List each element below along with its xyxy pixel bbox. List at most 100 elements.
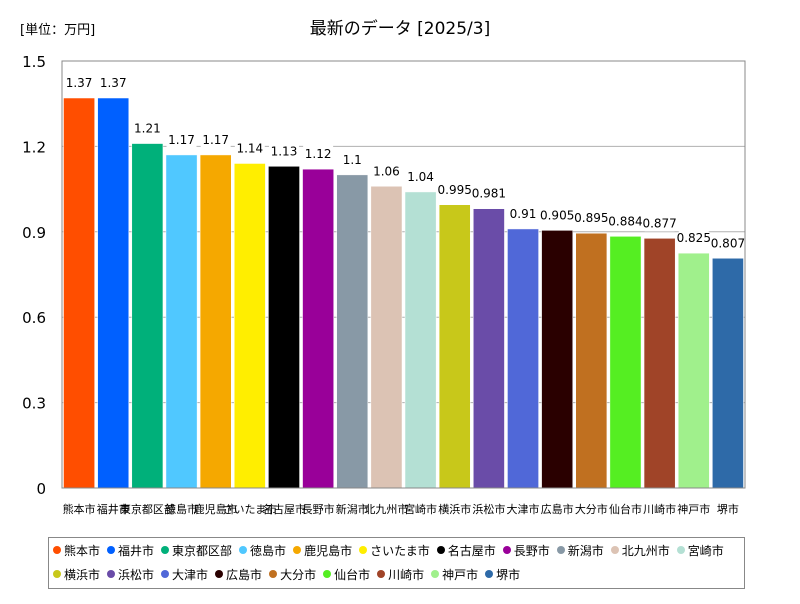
legend-item: 鹿児島市	[293, 542, 352, 559]
unit-label: [単位：万円]	[20, 22, 95, 38]
value-label-box	[268, 141, 299, 160]
legend-label: 徳島市	[250, 543, 287, 558]
legend-marker	[436, 546, 445, 554]
bar	[609, 236, 642, 489]
value-label-box	[473, 183, 504, 202]
legend-item: 大分市	[269, 566, 316, 583]
x-tick-label: 広島市	[541, 502, 574, 516]
x-tick-label: さいたま市	[222, 502, 277, 516]
legend-item: 東京都区部	[161, 542, 232, 559]
value-label: 0.895	[574, 211, 608, 225]
legend-marker	[269, 570, 278, 578]
value-label-box	[303, 144, 334, 163]
value-label-box	[405, 166, 436, 185]
bar	[712, 258, 744, 489]
x-tick-label: 名古屋市	[262, 502, 306, 516]
value-label: 1.37	[66, 76, 93, 90]
value-label-box	[439, 179, 470, 198]
legend-label: 仙台市	[334, 567, 371, 582]
legend-marker	[53, 546, 61, 554]
bars	[63, 97, 744, 489]
bar	[63, 97, 95, 489]
x-tick-label: 東京都区部	[120, 502, 175, 516]
bar	[336, 174, 369, 489]
value-label-box	[542, 205, 573, 224]
legend-marker	[293, 546, 302, 554]
legend-item: 北九州市	[610, 542, 670, 559]
grid	[62, 60, 745, 489]
value-label: 0.877	[642, 216, 676, 230]
x-tick-label: 福井市	[97, 502, 130, 516]
chart-title: 最新のデータ [2025/3]	[310, 18, 490, 39]
value-label: 1.14	[236, 141, 263, 155]
legend-item: 神戸市	[431, 566, 478, 583]
value-label: 1.12	[305, 147, 332, 161]
bar	[438, 204, 471, 489]
value-label: 1.17	[202, 133, 229, 147]
bar	[131, 143, 164, 489]
legend-item: 大津市	[161, 566, 208, 583]
legend-marker	[161, 570, 170, 578]
legend-item: 仙台市	[323, 566, 370, 583]
bar	[541, 230, 573, 489]
legend-label: 堺市	[496, 567, 521, 582]
value-label: 0.905	[540, 208, 574, 222]
x-tick-label: 新潟市	[336, 502, 369, 516]
legend-label: 新潟市	[567, 543, 604, 558]
x-tick-label: 神戸市	[677, 502, 710, 516]
bar	[199, 154, 232, 489]
legend-marker	[485, 570, 494, 578]
legend-marker	[556, 546, 565, 554]
value-label-box	[644, 213, 675, 232]
legend-marker	[431, 570, 440, 578]
value-label: 1.17	[168, 133, 195, 147]
value-label: 1.37	[100, 76, 127, 90]
legend-item: 堺市	[485, 566, 520, 583]
legend-marker	[161, 546, 170, 554]
value-label-box	[64, 73, 95, 92]
y-tick-label: 1.5	[22, 53, 46, 71]
legend-item: 福井市	[107, 542, 154, 559]
legend-item: 横浜市	[53, 566, 100, 583]
legend-item: 川崎市	[377, 566, 424, 583]
legend-label: 北九州市	[621, 543, 670, 558]
x-tick-label: 堺市	[717, 502, 739, 516]
value-label-box	[234, 138, 265, 157]
x-tick-label: 宮崎市	[404, 502, 437, 516]
value-label-box	[166, 129, 197, 148]
legend-label: 長野市	[513, 543, 550, 558]
x-tick-label: 大津市	[507, 502, 540, 516]
value-label: 0.807	[711, 236, 745, 250]
legend-marker	[377, 570, 386, 578]
legend-label: 広島市	[226, 567, 263, 582]
y-axis: 0 0.3 0.6 0.9 1.2 1.5	[22, 53, 46, 498]
legend-item: さいたま市	[359, 542, 430, 559]
legend-label: 大分市	[280, 567, 317, 582]
bar	[575, 232, 608, 489]
value-label-box	[337, 149, 368, 168]
legend-item: 長野市	[502, 542, 550, 559]
value-label: 1.1	[343, 153, 362, 167]
value-label: 0.91	[510, 207, 537, 221]
value-label: 1.06	[373, 164, 400, 178]
value-label-box	[712, 233, 743, 252]
legend-label: 横浜市	[64, 567, 101, 582]
value-label-box	[371, 161, 402, 180]
value-label: 1.13	[271, 144, 298, 158]
x-tick-label: 徳島市	[165, 502, 198, 516]
legend-marker	[610, 546, 619, 554]
legend-label: 鹿児島市	[304, 543, 353, 558]
value-label-box	[576, 208, 607, 227]
value-label-box	[508, 203, 539, 222]
x-tick-label: 川崎市	[643, 502, 676, 516]
legend-label: 名古屋市	[447, 543, 496, 558]
value-label: 0.981	[472, 187, 506, 201]
legend-marker	[215, 570, 224, 578]
value-label: 1.21	[134, 122, 161, 136]
legend-item: 徳島市	[239, 542, 286, 559]
y-tick-label: 0	[36, 480, 46, 498]
legend-label: 宮崎市	[687, 543, 724, 558]
y-tick-label: 0.6	[22, 309, 46, 327]
legend-item: 熊本市	[53, 542, 100, 559]
